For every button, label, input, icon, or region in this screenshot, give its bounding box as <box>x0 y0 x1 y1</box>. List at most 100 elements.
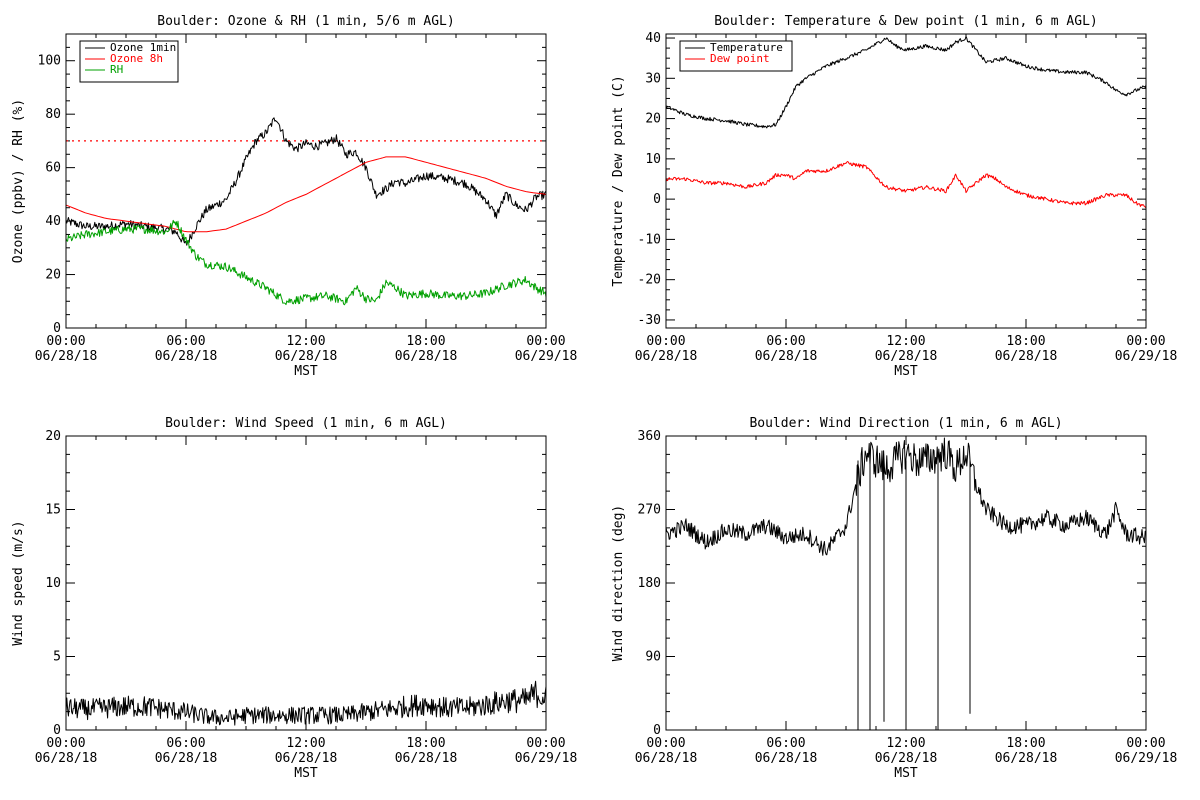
x-tick-label-date: 06/28/18 <box>395 751 458 766</box>
x-tick-label-time: 00:00 <box>646 334 685 349</box>
legend-box <box>679 40 793 72</box>
y-tick-label: 90 <box>645 650 661 665</box>
y-tick-label: 10 <box>45 576 61 591</box>
y-tick-label: 15 <box>45 503 61 518</box>
x-tick-label-time: 12:00 <box>286 736 325 751</box>
x-tick-label-time: 00:00 <box>46 334 85 349</box>
x-tick-label-time: 18:00 <box>406 736 445 751</box>
x-tick-label-time: 00:00 <box>1126 736 1165 751</box>
x-tick-label-time: 06:00 <box>166 736 205 751</box>
x-tick-label-date: 06/28/18 <box>395 349 458 364</box>
y-tick-label: -30 <box>638 313 661 328</box>
y-tick-label: 0 <box>53 723 61 738</box>
x-tick-label-date: 06/29/18 <box>1115 751 1178 766</box>
y-tick-label: 100 <box>38 54 61 69</box>
y-axis-label: Temperature / Dew point (C) <box>611 75 626 286</box>
series-line-data <box>66 680 546 726</box>
y-tick-label: 40 <box>645 31 661 46</box>
series-line-ozone-1min <box>66 117 546 246</box>
series-line-rh <box>66 219 546 306</box>
series-line-direction-dropouts <box>857 460 971 730</box>
x-tick-label-date: 06/29/18 <box>515 349 578 364</box>
x-tick-label-time: 06:00 <box>166 334 205 349</box>
x-tick-label-date: 06/28/18 <box>35 751 98 766</box>
plot-frame <box>665 33 1147 329</box>
y-tick-label: 0 <box>53 321 61 336</box>
x-tick-label-time: 18:00 <box>406 334 445 349</box>
legend-label: Ozone 8h <box>110 52 163 65</box>
x-tick-label-time: 12:00 <box>886 334 925 349</box>
chart-panel-4: Boulder: Wind Direction (1 min, 6 m AGL)… <box>611 416 1177 781</box>
x-tick-label-time: 12:00 <box>286 334 325 349</box>
x-tick-label-time: 00:00 <box>526 334 565 349</box>
x-tick-label-time: 12:00 <box>886 736 925 751</box>
y-axis-label: Ozone (ppbv) / RH (%) <box>11 99 26 263</box>
x-tick-label-time: 06:00 <box>766 736 805 751</box>
series-line-dew-point <box>666 161 1146 209</box>
x-tick-label-time: 00:00 <box>46 736 85 751</box>
y-tick-label: 360 <box>638 429 661 444</box>
series-line-data <box>666 437 1146 556</box>
x-tick-label-date: 06/29/18 <box>515 751 578 766</box>
plot-area <box>666 35 1146 209</box>
chart-title: Boulder: Ozone & RH (1 min, 5/6 m AGL) <box>157 14 454 29</box>
y-tick-label: 10 <box>645 152 661 167</box>
x-tick-label-date: 06/29/18 <box>1115 349 1178 364</box>
y-tick-label: 20 <box>45 268 61 283</box>
y-tick-label: 40 <box>45 214 61 229</box>
plot-frame <box>665 435 1147 731</box>
x-tick-label-date: 06/28/18 <box>995 751 1058 766</box>
y-tick-label: 180 <box>638 576 661 591</box>
chart-title: Boulder: Wind Direction (1 min, 6 m AGL) <box>749 416 1062 431</box>
y-axis-label: Wind speed (m/s) <box>11 520 26 645</box>
x-tick-label-date: 06/28/18 <box>635 349 698 364</box>
plot-area <box>66 680 546 726</box>
y-tick-label: 60 <box>45 161 61 176</box>
x-tick-label-time: 18:00 <box>1006 736 1045 751</box>
x-tick-label-date: 06/28/18 <box>995 349 1058 364</box>
y-tick-label: 20 <box>645 112 661 127</box>
legend-label: Ozone 1min <box>110 41 176 54</box>
x-tick-label-date: 06/28/18 <box>155 349 218 364</box>
y-tick-label: 80 <box>45 107 61 122</box>
x-tick-label-date: 06/28/18 <box>755 349 818 364</box>
x-axis-label: MST <box>894 364 918 379</box>
y-tick-label: -20 <box>638 273 661 288</box>
chart-panel-3: Boulder: Wind Speed (1 min, 6 m AGL) 0 5 10… <box>11 416 577 781</box>
legend-label: Temperature <box>710 41 783 54</box>
series-line-temperature <box>666 35 1146 129</box>
x-tick-label-date: 06/28/18 <box>275 349 338 364</box>
y-tick-label: 30 <box>645 71 661 86</box>
legend-label: Dew point <box>710 52 770 65</box>
plot-area <box>666 437 1146 730</box>
x-tick-label-date: 06/28/18 <box>875 751 938 766</box>
x-tick-label-date: 06/28/18 <box>635 751 698 766</box>
x-axis-label: MST <box>294 766 318 781</box>
x-tick-label-time: 00:00 <box>1126 334 1165 349</box>
y-tick-label: 270 <box>638 503 661 518</box>
x-tick-label-date: 06/28/18 <box>275 751 338 766</box>
chart-panel-1: Boulder: Ozone & RH (1 min, 5/6 m AGL) 0 2… <box>11 14 577 379</box>
y-tick-label: 0 <box>653 723 661 738</box>
y-tick-label: -10 <box>638 232 661 247</box>
series-line-ozone-8h <box>66 156 546 233</box>
plot-frame <box>65 435 547 731</box>
x-axis-label: MST <box>894 766 918 781</box>
y-tick-label: 0 <box>653 192 661 207</box>
chart-title: Boulder: Wind Speed (1 min, 6 m AGL) <box>165 416 447 431</box>
chart-title: Boulder: Temperature & Dew point (1 min,… <box>714 14 1098 29</box>
x-tick-label-date: 06/28/18 <box>875 349 938 364</box>
plot-frame <box>65 33 547 329</box>
y-tick-label: 5 <box>53 650 61 665</box>
chart-panel-2: Boulder: Temperature & Dew point (1 min,… <box>611 14 1177 379</box>
y-tick-label: 20 <box>45 429 61 444</box>
y-axis-label: Wind direction (deg) <box>611 505 626 662</box>
plot-area <box>66 117 546 306</box>
x-tick-label-time: 00:00 <box>526 736 565 751</box>
x-tick-label-date: 06/28/18 <box>35 349 98 364</box>
x-tick-label-date: 06/28/18 <box>755 751 818 766</box>
